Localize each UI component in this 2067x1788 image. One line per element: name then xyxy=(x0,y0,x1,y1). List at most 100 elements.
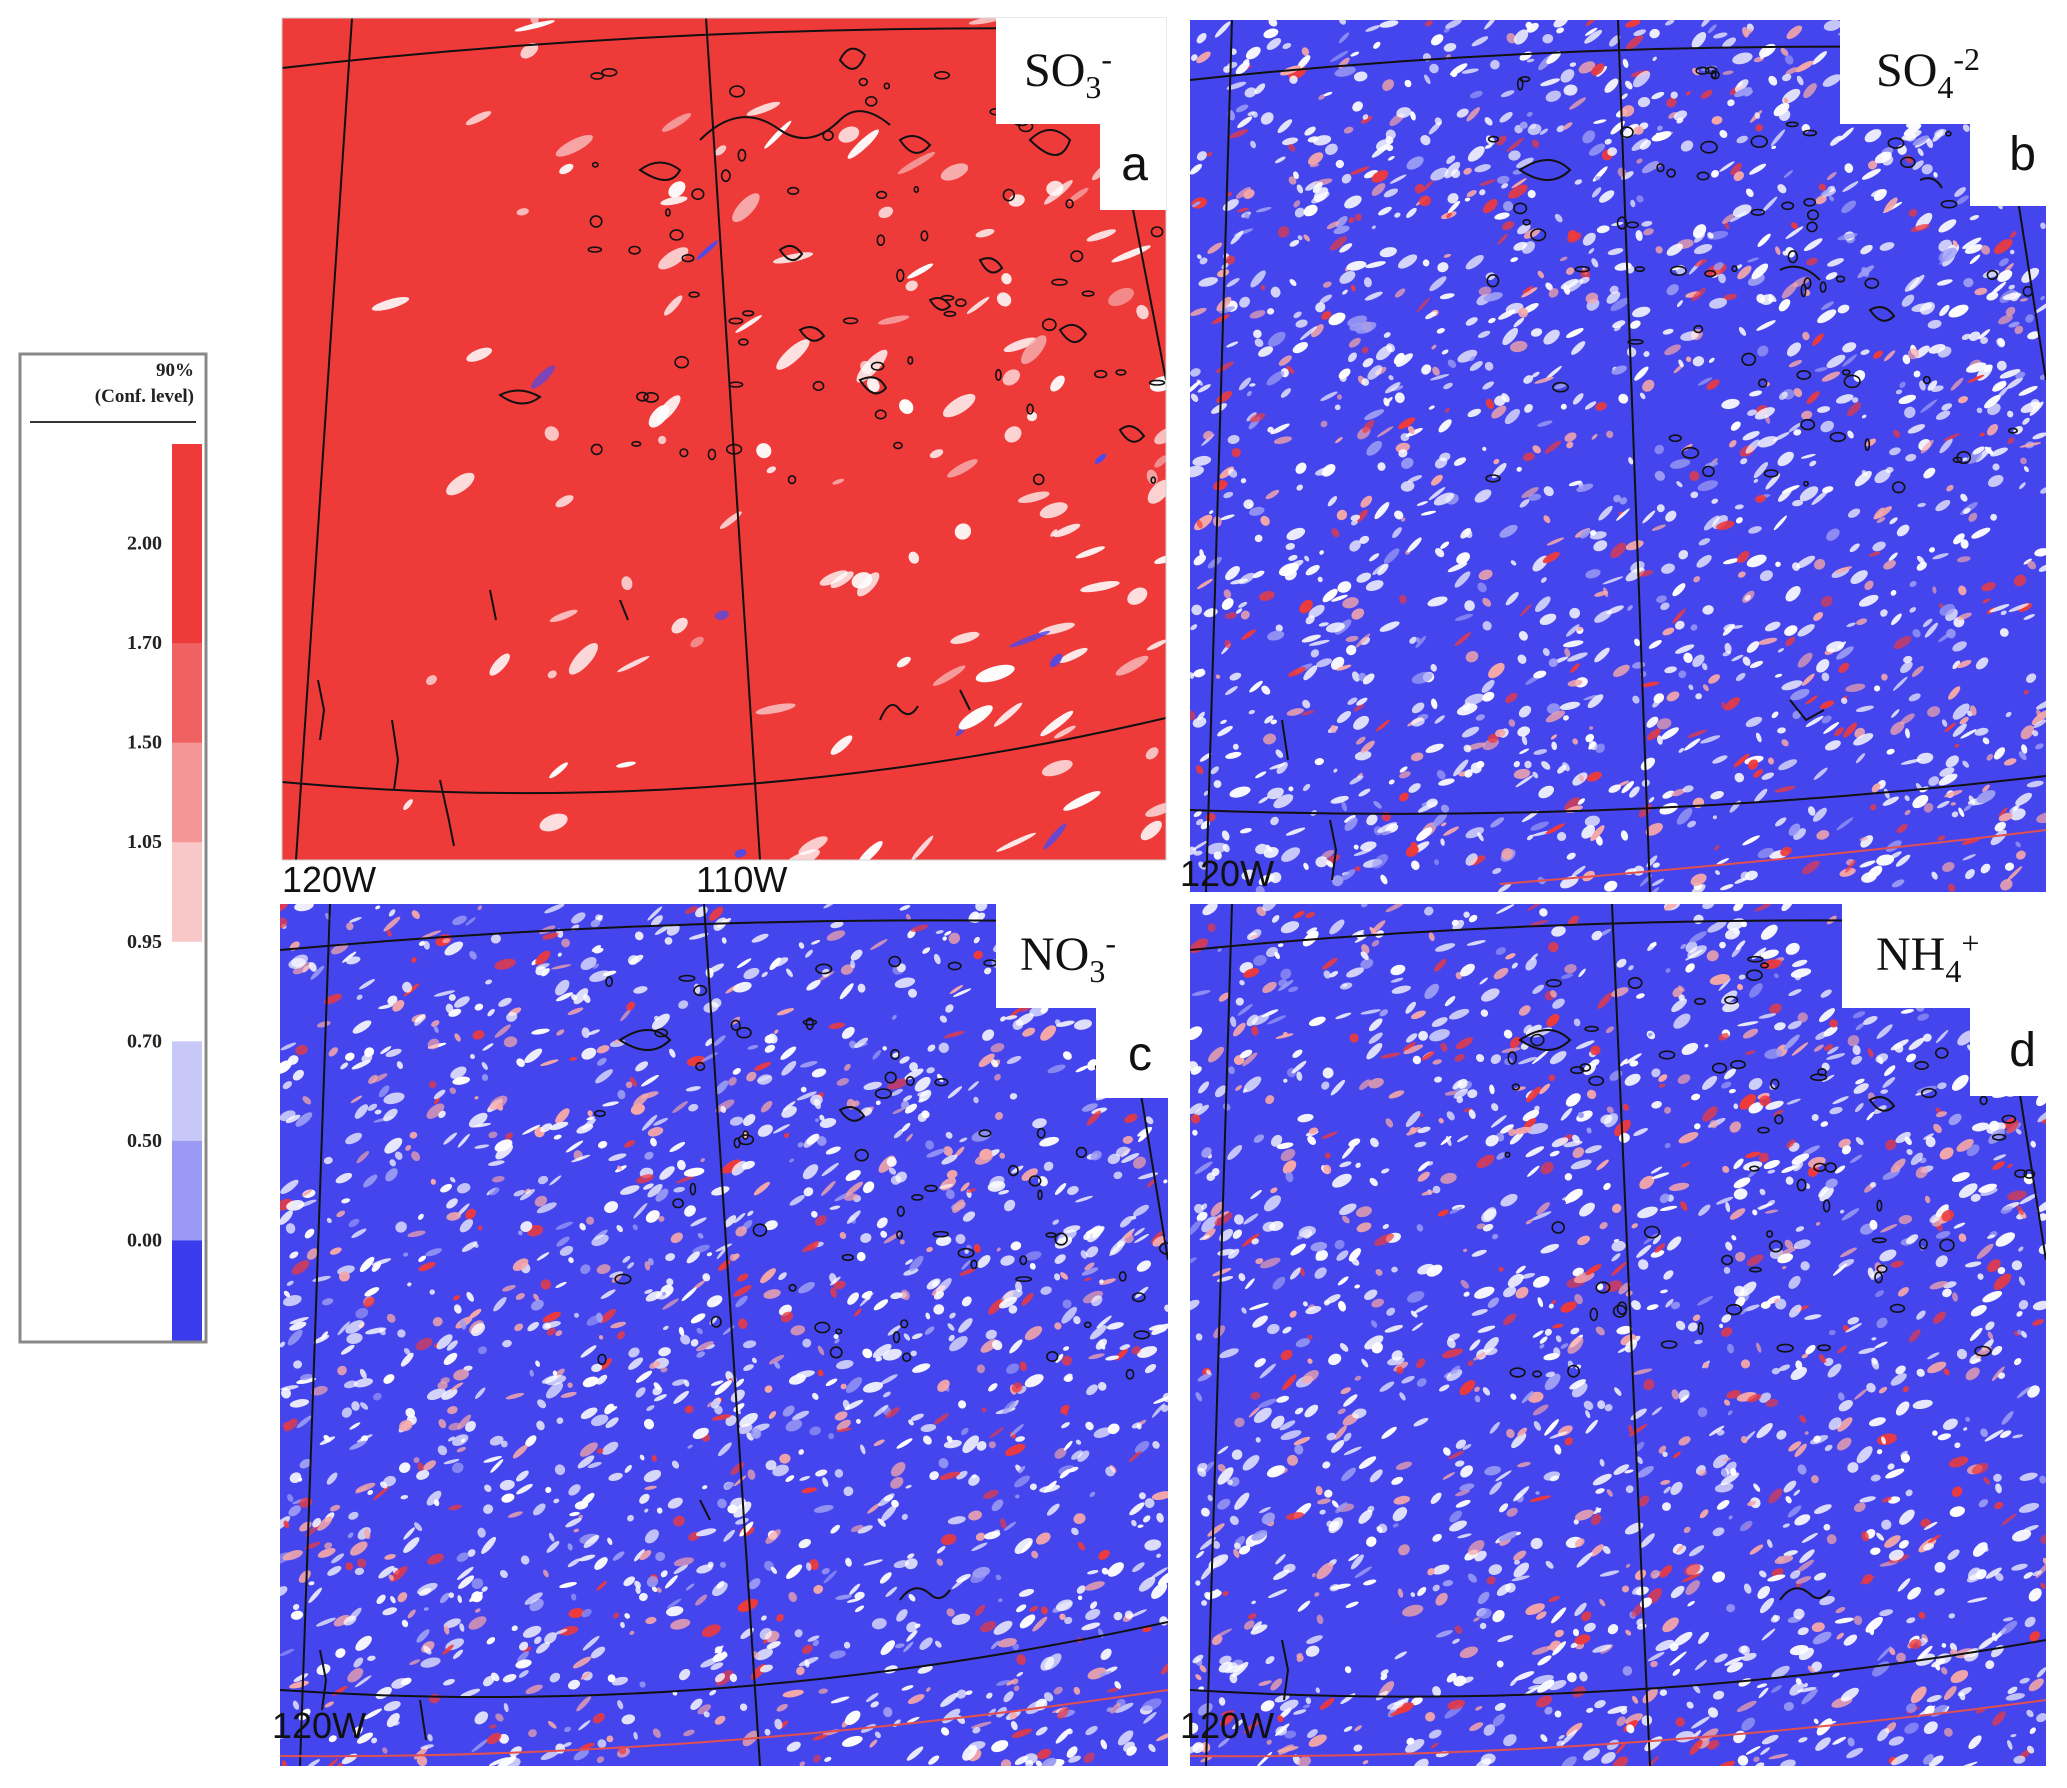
field-speckle xyxy=(1898,1214,1913,1225)
field-speckle xyxy=(1569,62,1577,67)
field-speckle xyxy=(1812,333,1824,346)
field-speckle xyxy=(525,1435,537,1447)
field-speckle xyxy=(535,963,550,970)
field-speckle xyxy=(1339,270,1356,284)
field-speckle xyxy=(1569,97,1587,110)
field-speckle xyxy=(1732,204,1752,217)
field-speckle xyxy=(1490,59,1500,70)
field-speckle xyxy=(705,1038,714,1047)
field-speckle xyxy=(1793,429,1802,436)
field-speckle xyxy=(1268,20,1278,27)
field-speckle xyxy=(644,1261,651,1271)
field-speckle xyxy=(1950,802,1957,806)
field-speckle xyxy=(940,163,969,181)
field-speckle xyxy=(1096,1315,1112,1329)
field-speckle xyxy=(1331,594,1348,602)
field-speckle xyxy=(1923,802,1934,813)
field-speckle xyxy=(1214,1085,1227,1098)
field-speckle xyxy=(2036,1667,2046,1678)
field-speckle xyxy=(1528,493,1542,501)
field-speckle xyxy=(1564,432,1577,442)
field-speckle xyxy=(890,1292,903,1300)
field-speckle xyxy=(1788,823,1801,836)
field-speckle xyxy=(1123,1741,1135,1752)
field-speckle xyxy=(1190,846,1197,855)
field-speckle xyxy=(1551,1607,1567,1624)
field-speckle xyxy=(427,1038,440,1050)
field-speckle xyxy=(666,1278,674,1286)
field-speckle xyxy=(2034,548,2046,557)
field-speckle xyxy=(1254,1358,1266,1368)
field-speckle xyxy=(1360,495,1373,508)
field-speckle xyxy=(1526,111,1533,117)
field-speckle xyxy=(935,1278,952,1295)
field-speckle xyxy=(1721,398,1740,410)
field-speckle xyxy=(1223,589,1232,599)
field-speckle xyxy=(1749,390,1763,397)
field-speckle xyxy=(994,1073,1001,1081)
field-speckle xyxy=(929,1471,939,1481)
field-speckle xyxy=(1401,457,1414,469)
field-speckle xyxy=(1968,1735,1982,1750)
field-speckle xyxy=(1005,1443,1026,1456)
field-speckle xyxy=(1697,480,1719,492)
field-speckle xyxy=(1890,590,1897,596)
field-speckle xyxy=(850,1524,864,1532)
field-speckle xyxy=(1590,1544,1604,1557)
field-speckle xyxy=(774,1029,779,1034)
lake-outline xyxy=(614,1273,632,1285)
field-speckle xyxy=(854,1037,869,1049)
field-speckle xyxy=(280,1648,295,1657)
field-speckle xyxy=(1957,660,1972,668)
field-speckle xyxy=(1846,402,1862,417)
field-speckle xyxy=(641,1091,659,1099)
field-speckle xyxy=(667,1598,682,1609)
field-speckle xyxy=(1604,78,1619,93)
field-speckle xyxy=(518,1670,529,1678)
field-speckle xyxy=(1606,430,1614,439)
field-speckle xyxy=(1910,224,1930,232)
field-speckle xyxy=(1016,1654,1026,1666)
field-speckle xyxy=(1466,107,1480,122)
lake-outline xyxy=(874,409,887,420)
field-speckle xyxy=(1368,1077,1384,1089)
field-speckle xyxy=(1145,802,1166,817)
field-speckle xyxy=(1660,602,1670,611)
field-speckle xyxy=(1538,785,1555,799)
field-speckle xyxy=(1584,29,1603,44)
field-speckle xyxy=(1311,1573,1316,1578)
field-speckle xyxy=(1738,974,1746,980)
field-speckle xyxy=(519,1641,529,1651)
field-speckle xyxy=(1545,90,1561,102)
field-speckle xyxy=(1277,119,1293,133)
field-speckle xyxy=(1340,1387,1352,1395)
field-speckle xyxy=(1998,807,2008,817)
field-speckle xyxy=(1710,791,1724,800)
field-speckle xyxy=(1768,1753,1789,1760)
field-speckle xyxy=(535,950,551,966)
field-speckle xyxy=(1151,1491,1168,1501)
field-speckle xyxy=(450,1066,467,1079)
lake-outline xyxy=(1008,1164,1019,1177)
field-speckle xyxy=(1373,800,1382,809)
field-speckle xyxy=(326,1758,339,1766)
field-speckle xyxy=(1087,1569,1099,1575)
field-speckle xyxy=(852,1100,860,1107)
field-speckle xyxy=(1011,1678,1019,1685)
field-speckle xyxy=(803,1187,814,1197)
lake-outline xyxy=(1668,434,1682,443)
field-speckle xyxy=(713,1035,726,1047)
field-speckle xyxy=(1712,755,1728,764)
field-speckle xyxy=(1787,1020,1802,1030)
field-speckle xyxy=(1708,357,1715,363)
field-speckle xyxy=(1302,1301,1308,1307)
field-speckle xyxy=(483,1504,494,1515)
field-speckle xyxy=(375,905,381,910)
field-speckle xyxy=(830,1287,837,1298)
field-speckle xyxy=(1905,453,1917,462)
field-speckle xyxy=(1274,156,1286,164)
field-speckle xyxy=(1670,91,1678,99)
field-speckle xyxy=(1409,1127,1417,1134)
field-speckle xyxy=(427,1553,444,1565)
field-speckle xyxy=(1781,1165,1796,1174)
